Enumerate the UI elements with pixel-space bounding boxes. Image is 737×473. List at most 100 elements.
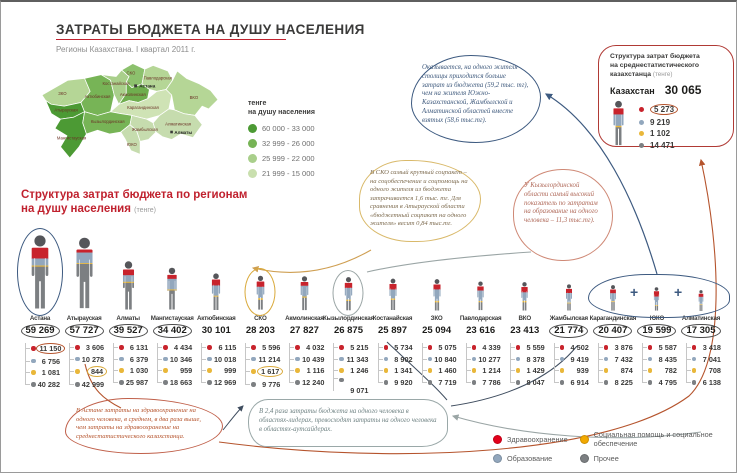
bracket-line <box>641 343 643 383</box>
person-figure <box>609 285 616 311</box>
value: 1 341 <box>394 366 413 376</box>
region-values: 5 596 11 214 1 617 9 776 <box>238 340 284 389</box>
value-row: 4 502 <box>555 343 589 352</box>
section-heading-line1: Структура затрат бюджета по регионам <box>21 189 248 201</box>
region-name: Атырауская <box>66 315 102 322</box>
region-total: 20 407 <box>593 324 633 340</box>
category-dot <box>119 380 124 385</box>
map-legend-item: 25 999 - 22 000 <box>248 153 315 163</box>
value: 11 150 <box>35 343 66 354</box>
category-dot <box>251 356 256 362</box>
value-row: 8 047 <box>511 378 545 387</box>
category-dot <box>647 380 653 385</box>
bracket-line <box>597 343 599 383</box>
category-dot <box>207 380 212 385</box>
map-region-label: ЗКО <box>58 91 67 96</box>
value: 6 914 <box>570 377 589 387</box>
kz-value: 5 273 <box>650 104 679 116</box>
value: 782 <box>664 366 677 376</box>
region-total: 59 269 <box>20 324 60 340</box>
value: 12 969 <box>213 377 237 387</box>
region-column-1: Атырауская 57 727 3 606 10 278 844 42 99… <box>62 228 108 395</box>
value: 42 999 <box>81 379 105 389</box>
region-name: Карагандинская <box>589 315 637 322</box>
value-row: 3 876 <box>599 343 633 352</box>
region-values: 4 434 10 346 959 18 663 <box>150 340 194 387</box>
map-legend-item: 60 000 - 33 000 <box>248 123 315 133</box>
map-region-label: Акмолинская <box>120 92 146 97</box>
region-column-6: Акмолинская 27 827 4 032 10 439 1 116 12… <box>282 228 326 395</box>
map-city-label-astana: Астана <box>139 83 155 88</box>
value: 1 030 <box>129 366 149 376</box>
category-dot <box>515 368 521 373</box>
value: 5 559 <box>526 343 545 352</box>
region-values: 5 734 8 902 1 341 9 920 <box>371 340 415 387</box>
category-dot <box>295 380 300 385</box>
map-city-label-almaty: Алматы <box>174 130 192 135</box>
map-legend-title2: на душу населения <box>248 108 315 116</box>
legend-item: Здравоохранение <box>493 430 568 448</box>
category-dot <box>515 356 521 362</box>
value: 1 081 <box>41 368 61 378</box>
figure-area <box>282 228 326 312</box>
figure-area <box>150 228 194 312</box>
kz-category-dot <box>639 107 644 113</box>
value: 5 596 <box>262 343 281 352</box>
person-figure <box>613 101 624 146</box>
figure-area <box>106 228 150 312</box>
value-row: 9 920 <box>379 378 413 387</box>
kz-value: 9 219 <box>650 117 671 127</box>
value-row: 25 987 <box>114 378 148 387</box>
value-row: 708 <box>687 366 721 375</box>
bracket-line <box>113 343 115 383</box>
person-figure <box>122 261 134 310</box>
value: 1 429 <box>526 366 545 376</box>
legend-label: Образование <box>507 454 553 463</box>
map-legend-title: тенге <box>248 100 267 107</box>
value-row: 874 <box>599 366 633 375</box>
person-figure <box>388 278 397 310</box>
region-name: Костанайская <box>372 315 413 322</box>
value-row: 6 138 <box>687 378 721 387</box>
value-row: 5 559 <box>511 343 545 352</box>
category-dot <box>163 356 168 362</box>
value-row: 6 379 <box>114 355 148 364</box>
map-region-label: Атырауская <box>54 108 77 113</box>
category-dot <box>31 370 36 375</box>
value-row: 1 341 <box>379 366 413 375</box>
region-values: 4 339 10 277 1 214 7 786 <box>459 340 503 387</box>
region-column-12: Жамбылская 21 774 4 502 9 419 939 6 914 <box>547 228 591 395</box>
region-name: ВКО <box>518 315 531 322</box>
value-row: 4 032 <box>290 343 324 352</box>
value-row: 8 378 <box>511 355 545 364</box>
value-row: 12 969 <box>202 378 236 387</box>
legend-item: Прочее <box>579 454 736 463</box>
value-row: 844 <box>70 366 108 378</box>
legend-dot <box>579 434 589 444</box>
legend-dot <box>579 454 589 463</box>
value: 5 215 <box>350 343 369 352</box>
category-dot <box>251 369 256 374</box>
map-legend-swatch <box>248 168 257 178</box>
value-row: 11 343 <box>334 355 369 364</box>
kz-total-value: 30 065 <box>664 83 702 98</box>
map-region-label: ЮКО <box>127 142 138 147</box>
value-row: 9 419 <box>555 355 589 364</box>
value-row: 1 081 <box>26 368 60 377</box>
legend-label: Прочее <box>593 454 619 463</box>
category-dot <box>251 345 256 350</box>
category-dot <box>295 356 300 362</box>
figure-area <box>547 228 591 312</box>
category-dot <box>383 345 388 350</box>
value: 6 756 <box>41 356 61 366</box>
category-dot <box>163 345 168 350</box>
map-region-13 <box>152 108 203 140</box>
value-row: 782 <box>643 366 677 375</box>
region-values: 6 115 10 018 999 12 969 <box>194 340 238 387</box>
region-name: Алматы <box>116 315 140 322</box>
region-name: СКО <box>254 315 267 322</box>
kz-country-label: Казахстан <box>610 86 655 97</box>
kz-value-row: 5 273 <box>639 104 679 116</box>
value-row: 10 840 <box>423 355 457 364</box>
